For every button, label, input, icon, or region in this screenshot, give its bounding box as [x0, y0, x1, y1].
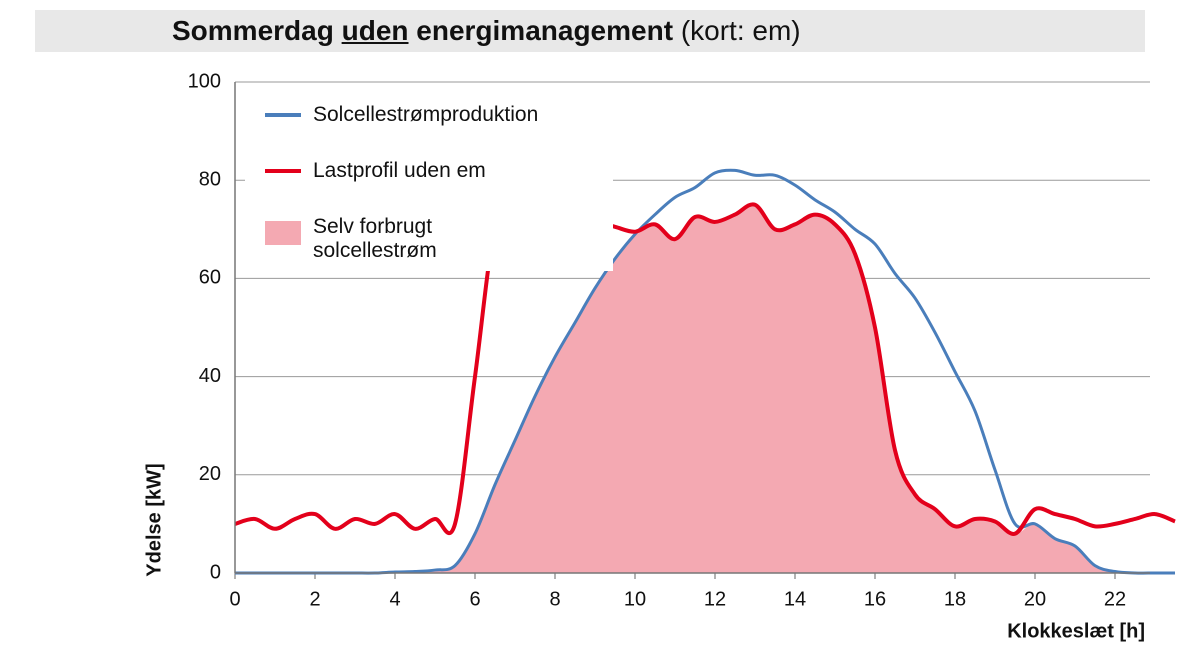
y-tick-label: 40 [199, 365, 221, 387]
y-tick-label: 0 [210, 561, 221, 583]
x-tick-label: 18 [944, 588, 966, 610]
area [235, 204, 1175, 574]
title-part: energimanagement [416, 15, 674, 46]
x-tick-label: 12 [704, 588, 726, 610]
x-tick-label: 4 [389, 588, 400, 610]
line [234, 168, 1175, 575]
x-tick-label: 22 [1104, 588, 1126, 610]
legend-label: Selv forbrugt solcellestrøm [313, 215, 437, 262]
legend-item: Selv forbrugt solcellestrøm [265, 215, 593, 263]
title-part: (kort: em) [680, 15, 801, 46]
y-tick-label: 80 [199, 168, 221, 190]
x-tick-label: 20 [1024, 588, 1046, 610]
legend: Solcellestrømproduktion Lastprofil uden e… [245, 95, 613, 271]
legend-label: Solcellestrømproduktion [313, 103, 539, 126]
x-tick-label: 6 [469, 588, 480, 610]
legend-label: Lastprofil uden em [313, 159, 486, 182]
x-tick-label: 2 [309, 588, 320, 610]
y-tick-label: 20 [199, 463, 221, 485]
legend-swatch [265, 113, 301, 117]
y-axis-label: Ydelse [kW] [143, 463, 165, 576]
legend-swatch [265, 169, 301, 173]
legend-item: Lastprofil uden em [265, 159, 593, 183]
title-part: uden [341, 15, 409, 46]
x-tick-label: 0 [229, 588, 240, 610]
y-tick-label: 60 [199, 267, 221, 289]
x-tick-label: 14 [784, 588, 806, 610]
x-tick-label: 16 [864, 588, 886, 610]
chart-title: Sommerdag uden energimanagement (kort: e… [35, 10, 1145, 52]
line [234, 202, 1176, 536]
x-tick-label: 8 [549, 588, 560, 610]
legend-swatch [265, 221, 301, 245]
legend-item: Solcellestrømproduktion [265, 103, 593, 127]
x-tick-label: 10 [624, 588, 646, 610]
title-part: Sommerdag [172, 15, 334, 46]
x-axis-label: Klokkeslæt [h] [1007, 620, 1145, 642]
y-tick-label: 100 [188, 70, 221, 92]
